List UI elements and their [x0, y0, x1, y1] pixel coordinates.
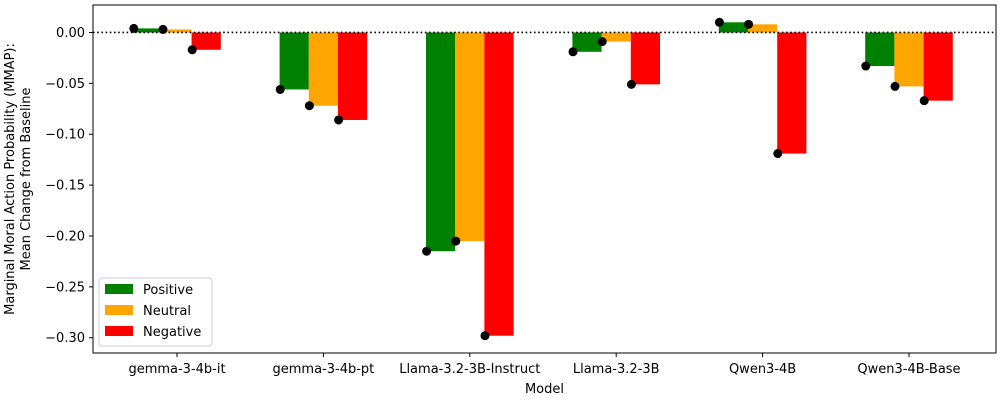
legend-label-negative: Negative — [143, 325, 201, 340]
point-marker-neutral-1 — [304, 101, 314, 111]
point-marker-positive-2 — [422, 246, 432, 256]
bar-negative-4 — [777, 32, 807, 154]
point-marker-positive-1 — [275, 84, 285, 94]
bar-negative-1 — [338, 32, 368, 120]
x-tick-label: Qwen3-4B-Base — [857, 362, 960, 377]
x-tick-label: Llama-3.2-3B — [573, 362, 660, 377]
x-tick-label: Qwen3-4B — [729, 362, 796, 377]
bar-negative-2 — [484, 32, 514, 336]
y-tick-label: −0.05 — [45, 77, 85, 92]
point-marker-neutral-0 — [158, 24, 168, 34]
bar-positive-1 — [279, 32, 309, 90]
bar-positive-2 — [426, 32, 456, 252]
plot-frame — [92, 4, 997, 354]
x-axis-label: Model — [525, 382, 564, 397]
point-marker-negative-1 — [334, 115, 344, 125]
x-tick-label: gemma-3-4b-pt — [273, 362, 375, 377]
point-marker-negative-5 — [919, 96, 929, 106]
legend-swatch-positive — [105, 284, 133, 294]
bar-negative-5 — [923, 32, 953, 101]
point-marker-positive-0 — [129, 23, 139, 33]
bar-negative-3 — [630, 32, 660, 85]
point-marker-negative-3 — [626, 79, 636, 89]
x-tick-label: gemma-3-4b-it — [128, 362, 225, 377]
y-tick-label: −0.15 — [45, 179, 85, 194]
point-marker-positive-5 — [861, 61, 871, 71]
y-tick-label: −0.30 — [45, 331, 85, 346]
bar-negative-0 — [191, 32, 221, 50]
y-tick-label: 0.00 — [56, 26, 85, 41]
point-marker-neutral-2 — [451, 236, 461, 246]
point-marker-neutral-5 — [890, 81, 900, 91]
bar-neutral-4 — [748, 24, 778, 33]
legend-swatch-neutral — [105, 305, 133, 315]
y-tick-label: −0.10 — [45, 128, 85, 143]
y-tick-label: −0.25 — [45, 280, 85, 295]
x-tick-label: Llama-3.2-3B-Instruct — [399, 362, 540, 377]
bar-neutral-0 — [162, 29, 192, 33]
legend-swatch-negative — [105, 326, 133, 336]
point-marker-neutral-3 — [597, 37, 607, 47]
bar-positive-4 — [718, 22, 748, 33]
bar-neutral-1 — [308, 32, 338, 106]
point-marker-neutral-4 — [744, 19, 754, 29]
bar-positive-0 — [133, 28, 163, 33]
point-marker-positive-4 — [714, 17, 724, 27]
y-tick-label: −0.20 — [45, 229, 85, 244]
axes-layer: 0.00 −0.05 −0.10 −0.15 −0.20 −0.25 −0.30 gemma-… — [3, 4, 997, 397]
point-marker-negative-0 — [187, 45, 197, 55]
point-marker-negative-2 — [480, 331, 490, 341]
legend-label-neutral: Neutral — [143, 304, 191, 319]
point-marker-positive-3 — [568, 47, 578, 57]
bar-neutral-3 — [601, 32, 631, 42]
bar-neutral-2 — [455, 32, 485, 242]
legend: Positive Neutral Negative — [98, 277, 213, 347]
point-marker-negative-4 — [773, 149, 783, 159]
bar-neutral-5 — [894, 32, 924, 87]
y-axis-label-line-1: Marginal Moral Action Probability (MMAP)… — [3, 43, 18, 315]
bar-positive-5 — [865, 32, 895, 67]
legend-label-positive: Positive — [143, 283, 193, 298]
bar-positive-3 — [572, 32, 602, 52]
y-axis-label-line-2: Mean Change from Baseline — [19, 88, 34, 271]
markers-layer — [129, 17, 929, 341]
bars-layer — [133, 22, 953, 336]
